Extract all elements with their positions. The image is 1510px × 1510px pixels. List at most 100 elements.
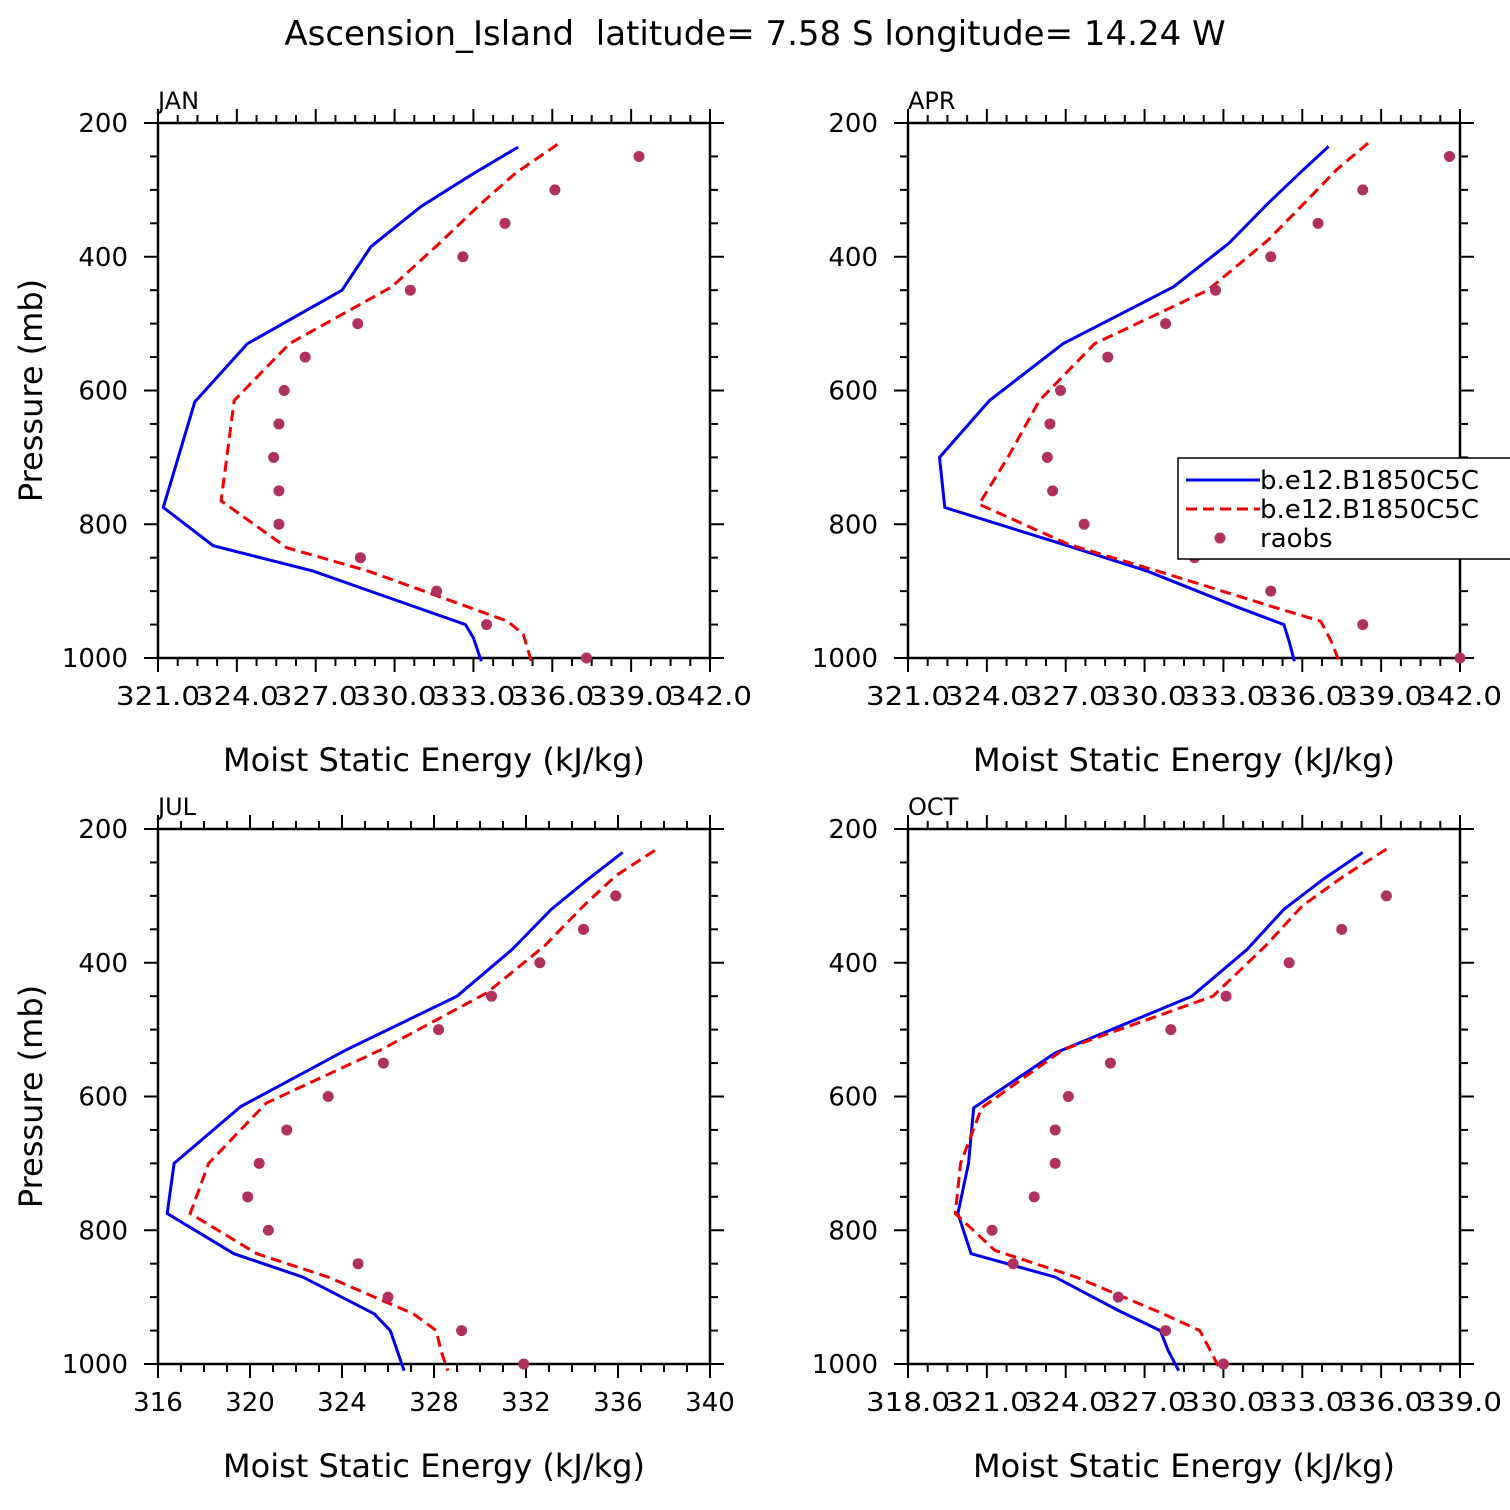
plot-frame xyxy=(156,121,712,660)
x-tick-label: 333.0 xyxy=(1260,1388,1344,1418)
series-line-model-dashed xyxy=(188,849,656,1372)
raobs-point xyxy=(486,990,497,1002)
y-tick-label: 400 xyxy=(828,949,878,979)
y-tick-label: 800 xyxy=(828,1216,878,1246)
raobs-point xyxy=(1220,990,1232,1002)
raobs-point xyxy=(580,652,592,664)
x-axis-label: Moist Static Energy (kJ/kg) xyxy=(973,1447,1395,1485)
x-tick-label: 324.0 xyxy=(1024,1388,1108,1418)
x-tick-label: 318.0 xyxy=(866,1388,950,1418)
legend-marker-raobs xyxy=(1214,532,1226,544)
plot-frame xyxy=(156,827,712,1366)
x-tick-label: 339.0 xyxy=(1339,682,1423,712)
x-tick-label: 336 xyxy=(593,1388,643,1418)
raobs-point xyxy=(457,251,469,263)
y-tick-label: 600 xyxy=(828,377,878,407)
series-line-model-dashed xyxy=(953,847,1388,1372)
raobs-point xyxy=(986,1224,998,1236)
panel-label: APR xyxy=(908,87,956,115)
figure-title: Ascension_Island latitude= 7.58 S longit… xyxy=(284,14,1225,54)
raobs-point xyxy=(1047,485,1059,497)
raobs-point xyxy=(1210,284,1222,296)
x-tick-label: 342.0 xyxy=(668,682,752,712)
raobs-point xyxy=(499,217,511,229)
raobs-point xyxy=(299,351,311,363)
raobs-point xyxy=(1104,1057,1116,1069)
x-tick-label: 316 xyxy=(133,1388,183,1418)
legend-label: raobs xyxy=(1260,524,1333,554)
raobs-point xyxy=(1312,217,1324,229)
legend-label: b.e12.B1850C5C xyxy=(1260,495,1479,525)
x-tick-label: 328 xyxy=(409,1388,459,1418)
legend-label: b.e12.B1850C5C xyxy=(1260,466,1479,496)
raobs-point xyxy=(382,1291,394,1303)
raobs-point xyxy=(1028,1191,1040,1203)
y-tick-label: 1000 xyxy=(62,644,128,674)
raobs-point xyxy=(273,485,285,497)
x-tick-label: 320 xyxy=(225,1388,275,1418)
raobs-point xyxy=(578,923,589,935)
raobs-point xyxy=(253,1157,265,1169)
y-tick-label: 400 xyxy=(78,243,128,273)
raobs-point xyxy=(1265,585,1277,597)
y-axis-label: Pressure (mb) xyxy=(12,985,50,1208)
x-axis-label: Moist Static Energy (kJ/kg) xyxy=(223,1447,645,1485)
x-tick-label: 327.0 xyxy=(1103,1388,1187,1418)
x-tick-label: 336.0 xyxy=(510,682,594,712)
raobs-point xyxy=(431,585,443,597)
x-tick-label: 340 xyxy=(685,1388,735,1418)
raobs-point xyxy=(1283,957,1295,969)
panel-label: JAN xyxy=(156,87,199,115)
raobs-point xyxy=(1160,1325,1172,1337)
x-axis-label: Moist Static Energy (kJ/kg) xyxy=(223,741,645,779)
raobs-point xyxy=(1102,351,1114,363)
raobs-point xyxy=(1049,1157,1061,1169)
raobs-point xyxy=(1044,418,1056,430)
raobs-point xyxy=(322,1091,334,1102)
y-tick-label: 800 xyxy=(828,510,878,540)
y-tick-label: 800 xyxy=(78,510,128,540)
raobs-point xyxy=(456,1325,468,1337)
raobs-point xyxy=(1357,619,1369,631)
x-tick-label: 321.0 xyxy=(945,1388,1029,1418)
series-line-model-solid xyxy=(161,145,519,662)
raobs-point xyxy=(242,1191,254,1203)
y-tick-label: 200 xyxy=(78,109,128,139)
x-tick-label: 327.0 xyxy=(274,682,358,712)
x-tick-label: 324 xyxy=(317,1388,367,1418)
raobs-point xyxy=(1041,451,1053,463)
plot-frame xyxy=(906,121,1462,660)
y-tick-label: 600 xyxy=(78,377,128,407)
raobs-point xyxy=(268,451,280,463)
y-tick-label: 1000 xyxy=(812,1350,878,1380)
raobs-point xyxy=(377,1057,389,1069)
y-tick-label: 400 xyxy=(78,949,128,979)
chart-panel-jan: JAN2004006008001000321.0324.0327.0330.03… xyxy=(12,87,752,779)
y-tick-label: 400 xyxy=(828,243,878,273)
panel-label: JUL xyxy=(156,793,197,821)
y-tick-label: 1000 xyxy=(812,644,878,674)
series-line-model-solid xyxy=(937,145,1330,662)
series-line-model-solid xyxy=(165,851,624,1372)
raobs-point xyxy=(433,1024,445,1036)
y-tick-label: 200 xyxy=(78,815,128,845)
raobs-point xyxy=(1217,1358,1229,1370)
x-tick-label: 324.0 xyxy=(945,682,1029,712)
raobs-point xyxy=(1007,1258,1019,1270)
raobs-point xyxy=(1112,1291,1124,1303)
y-tick-label: 200 xyxy=(828,109,878,139)
raobs-point xyxy=(352,318,364,330)
y-tick-label: 600 xyxy=(828,1083,878,1113)
raobs-point xyxy=(1454,652,1466,664)
x-tick-label: 333.0 xyxy=(1181,682,1265,712)
x-axis-label: Moist Static Energy (kJ/kg) xyxy=(973,741,1395,779)
raobs-point xyxy=(1380,890,1392,902)
x-tick-label: 321.0 xyxy=(866,682,950,712)
raobs-point xyxy=(278,385,290,396)
raobs-point xyxy=(354,552,366,564)
chart-panel-oct: OCT2004006008001000318.0321.0324.0327.03… xyxy=(812,793,1502,1485)
raobs-point xyxy=(273,418,285,430)
x-tick-label: 336.0 xyxy=(1339,1388,1423,1418)
raobs-point xyxy=(633,150,645,162)
